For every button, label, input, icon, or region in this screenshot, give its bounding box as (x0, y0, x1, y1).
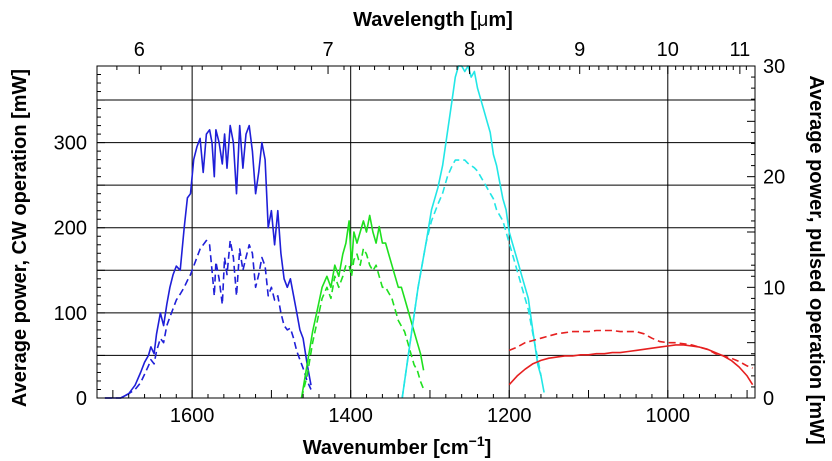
top-tick-label: 9 (574, 39, 585, 61)
left-tick-label: 200 (54, 218, 87, 240)
series-line-5-solid (401, 65, 545, 399)
left-axis-title: Average power, CW operation [mW] (9, 69, 31, 407)
mu-glyph: μ (477, 9, 489, 31)
tick-labels: 1600 1400 1200 1000 6 7 8 9 10 11 0 100 200 300 0 10 20 3… (54, 39, 786, 427)
bottom-tick-label: 1600 (170, 405, 215, 427)
top-axis-title: Wavelength [μm] (353, 9, 513, 31)
bottom-tick-label: 1400 (328, 405, 373, 427)
grid (97, 66, 755, 398)
top-tick-label: 11 (729, 39, 750, 61)
right-tick-label: 0 (763, 388, 774, 410)
series-line-3-solid (300, 214, 425, 399)
right-tick-label: 20 (763, 167, 785, 189)
right-tick-label: 30 (763, 56, 785, 78)
series-line-6-dashed (401, 159, 542, 399)
series-line-7-solid (508, 344, 754, 386)
bottom-tick-label: 1000 (646, 405, 691, 427)
axes (96, 65, 756, 399)
top-tick-label: 8 (464, 39, 475, 61)
top-tick-label: 7 (322, 39, 333, 61)
right-tick-label: 10 (763, 277, 785, 299)
series-group (104, 65, 754, 399)
top-tick-label: 6 (134, 39, 145, 61)
series-line-4-dashed (300, 247, 425, 399)
series-line-2-dashed (104, 239, 312, 399)
bottom-tick-label: 1200 (487, 405, 532, 427)
right-axis-title: Average power, pulsed operation [mW] (805, 75, 827, 444)
left-tick-label: 100 (54, 303, 87, 325)
left-tick-label: 300 (54, 133, 87, 155)
series-line-8-dashed (508, 329, 753, 369)
left-tick-label: 0 (76, 388, 87, 410)
bottom-axis-title: Wavenumber [cm−1] (303, 433, 492, 459)
series-line-1-solid (104, 124, 312, 399)
top-tick-label: 10 (657, 39, 679, 61)
